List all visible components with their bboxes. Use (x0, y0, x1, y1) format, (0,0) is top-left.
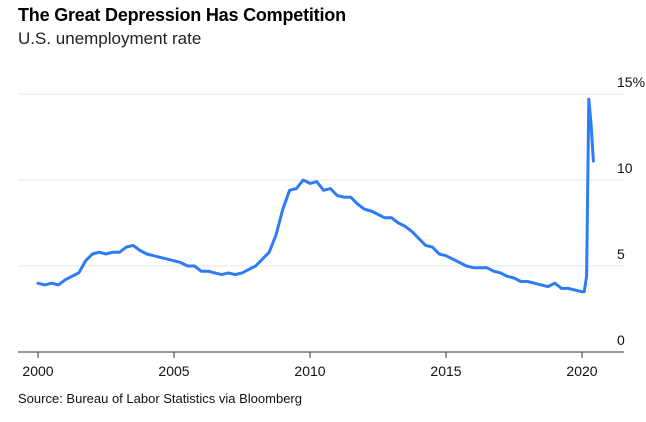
x-tick-label: 2005 (158, 363, 189, 379)
x-tick-label: 2020 (566, 363, 597, 379)
source-note: Source: Bureau of Labor Statistics via B… (18, 391, 302, 406)
x-tick-label: 2010 (294, 363, 325, 379)
x-tick-label: 2015 (430, 363, 461, 379)
y-axis-labels: 0 5 10 15% (617, 74, 645, 348)
x-tick-label: 2000 (22, 363, 53, 379)
y-tick-label: 15% (617, 74, 645, 90)
y-tick-label: 0 (617, 332, 625, 348)
y-tick-label: 5 (617, 246, 625, 262)
chart-subtitle: U.S. unemployment rate (18, 29, 202, 48)
chart-title: The Great Depression Has Competition (18, 5, 346, 25)
y-tick-label: 10 (617, 160, 633, 176)
grid-lines (18, 93, 624, 267)
x-axis-ticks: 2000 2005 2010 2015 2020 (22, 352, 598, 379)
unemployment-rate-line (36, 97, 595, 294)
